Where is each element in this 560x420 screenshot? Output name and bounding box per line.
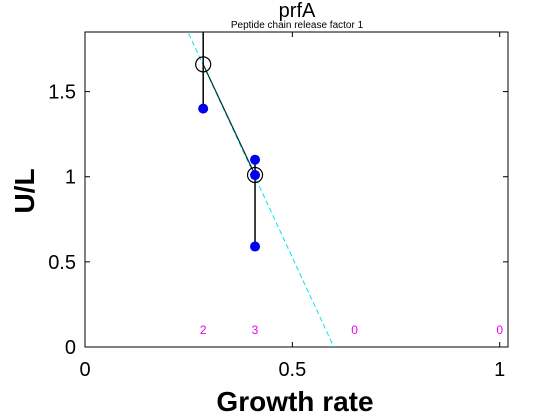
y-axis-label: U/L bbox=[9, 168, 40, 213]
plot-clipped-group bbox=[188, 32, 335, 347]
y-tick-label: 1.5 bbox=[48, 82, 76, 104]
y-tick-label: 0.5 bbox=[48, 252, 76, 274]
data-point bbox=[198, 103, 209, 114]
x-tick-label: 0 bbox=[79, 359, 90, 381]
plot-area: 2 3 0 0 bbox=[84, 31, 509, 348]
sample-count-label: 0 bbox=[351, 323, 358, 337]
mean-marker bbox=[246, 166, 264, 184]
chart-title: prfA bbox=[279, 0, 316, 22]
chart-subtitle: Peptide chain release factor 1 bbox=[231, 20, 364, 31]
y-tick-label: 1 bbox=[65, 167, 76, 189]
x-tick-label: 1 bbox=[494, 359, 505, 381]
sample-count-label: 0 bbox=[496, 323, 503, 337]
sample-count-label: 3 bbox=[252, 323, 259, 337]
mean-marker bbox=[195, 56, 212, 73]
x-axis-label: Growth rate bbox=[216, 386, 373, 417]
axes-box bbox=[84, 31, 509, 348]
sample-count-label: 2 bbox=[200, 323, 207, 337]
y-axis-ticks: 0 0.5 1 1.5 bbox=[48, 82, 508, 359]
data-point bbox=[250, 154, 261, 165]
data-point bbox=[250, 241, 261, 252]
x-tick-label: 0.5 bbox=[278, 359, 306, 381]
x-axis-ticks: 0 0.5 1 bbox=[79, 32, 505, 381]
fit-segment bbox=[202, 64, 256, 176]
y-tick-label: 0 bbox=[65, 337, 76, 359]
data-point bbox=[250, 170, 261, 181]
